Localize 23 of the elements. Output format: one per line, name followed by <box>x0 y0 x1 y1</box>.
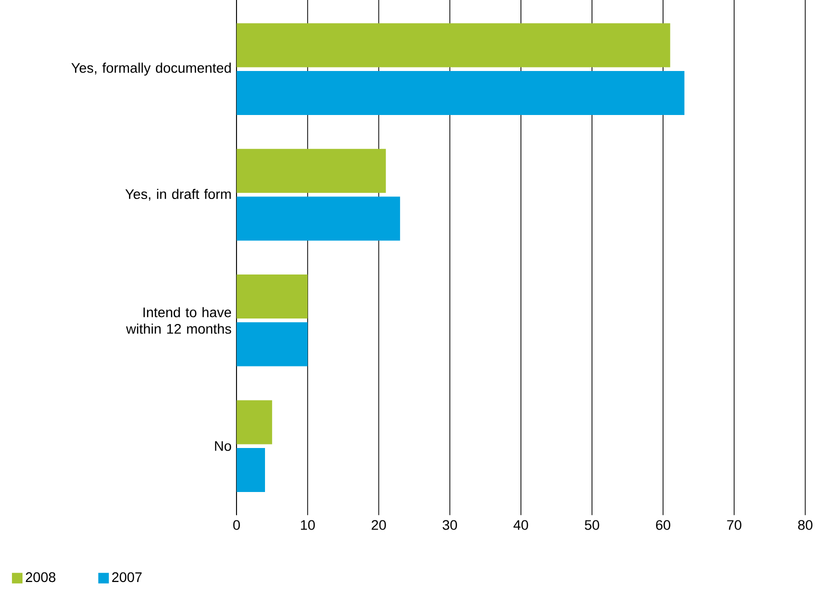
bar <box>236 322 308 366</box>
x-tick-label: 50 <box>584 520 600 530</box>
x-tick-label: 30 <box>442 520 457 530</box>
bar <box>236 70 684 115</box>
x-tick-label: 40 <box>514 520 528 530</box>
bar <box>236 148 386 193</box>
legend-label: 2007 <box>112 572 142 582</box>
y-tick-label: Yes, formally documented <box>71 62 231 76</box>
x-tick-label: 80 <box>798 520 812 530</box>
legend-label: 2008 <box>26 572 56 582</box>
bar <box>236 274 308 318</box>
x-tick-label: 70 <box>727 520 742 530</box>
x-tick-label: 0 <box>233 520 240 530</box>
bar <box>236 23 670 68</box>
y-tick-label: Intend to have within 12 months <box>126 306 232 334</box>
x-tick-label: 10 <box>301 520 315 530</box>
bar <box>236 400 272 444</box>
x-tick-label: 20 <box>372 520 386 530</box>
y-tick-label: No <box>215 441 232 451</box>
y-tick-label: Yes, in draft form <box>125 188 231 200</box>
x-tick-label: 60 <box>656 520 670 530</box>
bar <box>236 448 266 492</box>
bar <box>236 196 400 240</box>
